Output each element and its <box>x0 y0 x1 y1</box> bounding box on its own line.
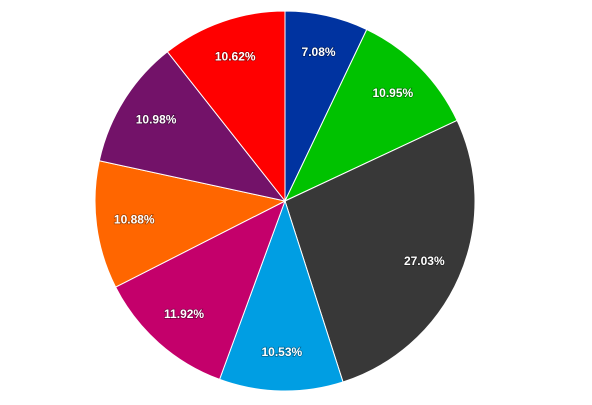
data-label: 7.08% <box>302 45 336 59</box>
pie-slice <box>94 160 287 288</box>
pie-slice <box>284 119 476 383</box>
pie-slice <box>283 28 458 203</box>
pie-slice <box>98 51 287 202</box>
data-label: 10.88% <box>114 213 155 227</box>
data-label: 10.62% <box>215 50 256 64</box>
data-label: 11.92% <box>164 307 204 321</box>
data-label: 10.53% <box>261 345 302 359</box>
pie-slice <box>114 199 286 381</box>
pie-slice <box>218 199 344 392</box>
pie-slice <box>166 10 286 203</box>
data-label: 10.98% <box>136 113 177 127</box>
data-label: 27.03% <box>404 254 445 268</box>
data-label: 10.95% <box>373 86 414 100</box>
